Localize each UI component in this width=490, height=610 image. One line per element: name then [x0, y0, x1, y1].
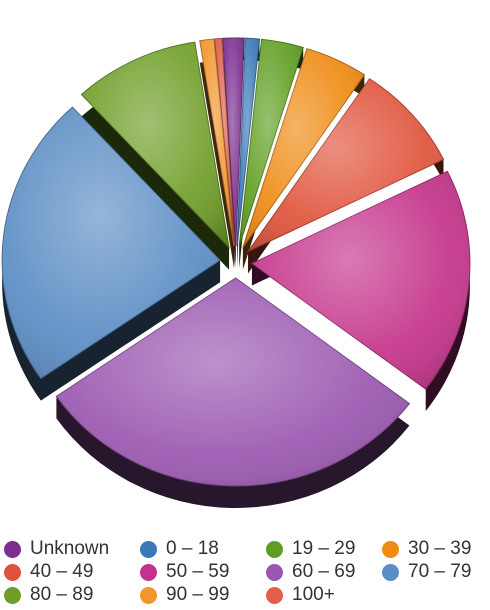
legend-label: Unknown — [30, 538, 110, 559]
legend: Unknown 0 – 18 19 – 29 30 – 39 40 – 49 50 – 5… — [4, 538, 490, 610]
pie-slice-gloss — [251, 171, 470, 390]
pie-slice-gloss — [2, 107, 221, 379]
pie-slice-gloss — [239, 39, 304, 247]
legend-item: 70 – 79 — [382, 561, 471, 583]
legend-label: 30 – 39 — [408, 538, 472, 559]
pie-slice-gloss — [199, 39, 235, 247]
pie-slice-gloss — [214, 38, 235, 247]
legend-label: 60 – 69 — [292, 561, 356, 582]
legend-swatch — [266, 540, 283, 558]
pie-slice-side — [2, 107, 221, 401]
legend-label: 70 – 79 — [408, 561, 472, 582]
legend-item: 40 – 49 — [4, 561, 93, 583]
legend-item: 30 – 39 — [382, 538, 471, 560]
pie-slice-gloss — [81, 42, 230, 248]
legend-label: 100+ — [292, 584, 335, 605]
legend-swatch — [382, 540, 399, 558]
legend-swatch — [4, 540, 21, 558]
legend-label: 40 – 49 — [30, 561, 94, 582]
legend-swatch — [140, 563, 157, 581]
legend-item: 60 – 69 — [266, 561, 355, 583]
legend-item: 80 – 89 — [4, 584, 93, 606]
legend-item: 19 – 29 — [266, 538, 355, 560]
legend-swatch — [140, 586, 157, 604]
pie-chart-svg — [1, 37, 471, 508]
legend-swatch — [266, 563, 283, 581]
legend-swatch — [266, 586, 283, 604]
pie-slice-gloss — [248, 78, 444, 252]
legend-item: 90 – 99 — [140, 584, 229, 606]
legend-item: Unknown — [4, 538, 109, 560]
legend-swatch — [4, 586, 21, 604]
pie-slice-gloss — [237, 38, 260, 247]
pie-slice-gloss — [222, 38, 245, 247]
legend-label: 80 – 89 — [30, 584, 94, 605]
legend-item: 0 – 18 — [140, 538, 219, 560]
legend-label: 50 – 59 — [166, 561, 230, 582]
legend-item: 100+ — [266, 584, 335, 606]
legend-label: 90 – 99 — [166, 584, 230, 605]
pie-chart — [1, 37, 471, 508]
pie-slice-gloss — [56, 277, 410, 486]
legend-item: 50 – 59 — [140, 561, 229, 583]
slice-tops — [1, 37, 471, 487]
legend-swatch — [4, 563, 21, 581]
legend-swatch — [140, 540, 157, 558]
pie-slice-side — [81, 42, 230, 270]
pie-slice-side — [199, 39, 235, 269]
legend-swatch — [382, 563, 399, 581]
legend-label: 0 – 18 — [166, 538, 219, 559]
pie-slice-gloss — [242, 48, 365, 248]
legend-label: 19 – 29 — [292, 538, 356, 559]
